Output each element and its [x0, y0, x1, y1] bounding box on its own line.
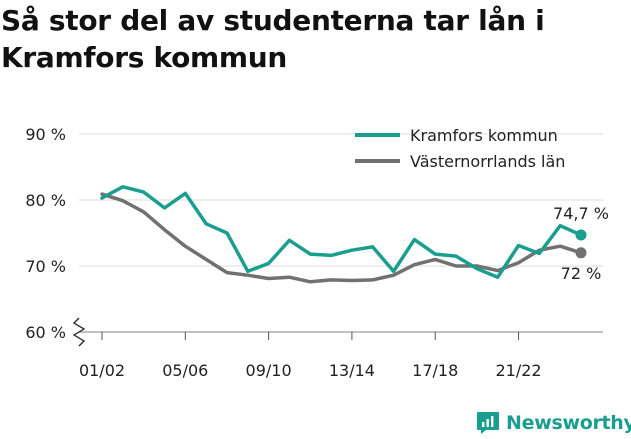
legend-label: Västernorrlands län: [410, 152, 565, 171]
end-point-västernorrlands-län: [575, 247, 587, 259]
chart-title: Så stor del av studenterna tar lån i Kra…: [1, 4, 545, 74]
newsworthy-chart-icon: [477, 412, 499, 434]
x-tick-label: 01/02: [79, 361, 125, 380]
brand-name: Newsworthy: [506, 412, 631, 434]
legend: Kramfors kommun Västernorrlands län: [355, 126, 565, 171]
y-axis-break-icon: [72, 317, 86, 347]
y-tick-label: 70 %: [25, 257, 66, 276]
x-tick-label: 05/06: [162, 361, 208, 380]
gridlines: 60 % 70 % 80 % 90 %: [25, 125, 603, 347]
end-value-label: 72 %: [561, 264, 602, 283]
series-lines: 74,7 % 72 %: [100, 185, 609, 284]
y-tick-label: 60 %: [25, 323, 66, 342]
y-tick-label: 80 %: [25, 191, 66, 210]
series-line-västernorrlands-län: [100, 192, 583, 284]
x-tick-label: 21/22: [495, 361, 541, 380]
x-tick-label: 09/10: [246, 361, 292, 380]
x-tick-label: 13/14: [329, 361, 375, 380]
legend-label: Kramfors kommun: [410, 126, 558, 145]
x-tick-label: 17/18: [412, 361, 458, 380]
end-point-kramfors-kommun: [575, 229, 587, 241]
x-axis: 01/02 05/06 09/10 13/14 17/18 21/22: [79, 332, 542, 380]
end-value-label: 74,7 %: [553, 204, 609, 223]
series-line-kramfors-kommun: [100, 185, 583, 279]
newsworthy-logo[interactable]: Newsworthy: [476, 408, 631, 438]
y-tick-label: 90 %: [25, 125, 66, 144]
